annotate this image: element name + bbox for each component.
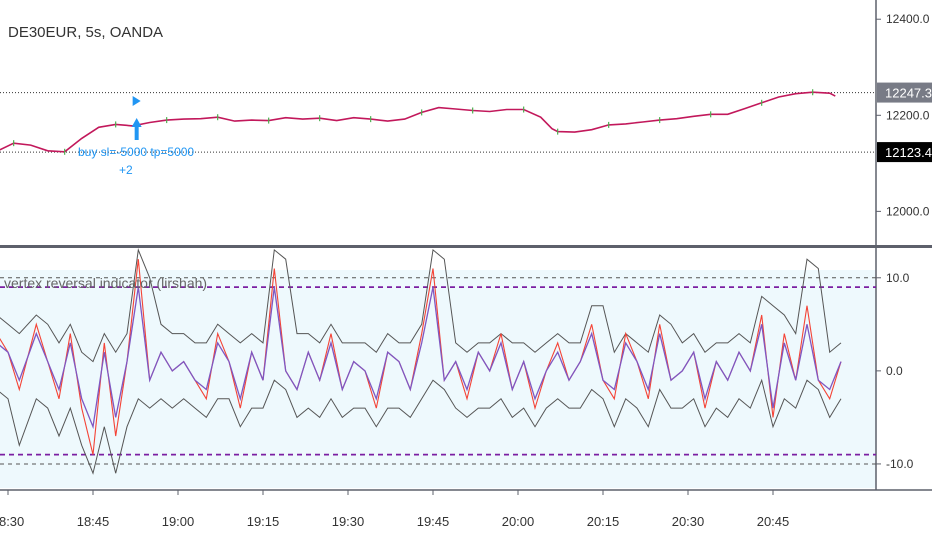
price-tick-label: 12000.0 — [886, 204, 930, 218]
time-tick-label: 20:15 — [587, 514, 620, 529]
price-level-badge — [877, 142, 932, 163]
buy-arrow-icon — [131, 118, 142, 140]
symbol-title: DE30EUR, 5s, OANDA — [8, 24, 164, 41]
time-tick-label: 20:45 — [757, 514, 790, 529]
indicator-tick-label: -10.0 — [886, 457, 914, 471]
panel-separator[interactable] — [0, 245, 932, 248]
entry-flag-icon — [132, 96, 141, 106]
indicator-signal-line — [0, 259, 842, 455]
indicator-lower-envelope — [0, 378, 842, 475]
time-tick-label: 20:30 — [672, 514, 705, 529]
indicator-panel-background — [0, 270, 876, 488]
price-series-line — [0, 91, 836, 153]
trade-annotation-label: buy sl=-5000 tp=5000 — [78, 145, 195, 159]
time-tick-label: 19:30 — [332, 514, 365, 529]
indicator-upper-envelope — [0, 247, 842, 363]
time-tick-label: 19:15 — [247, 514, 280, 529]
price-level-label: 12247.3 — [885, 86, 932, 101]
price-tick-label: 12200.0 — [886, 108, 930, 122]
price-tick-label: 12400.0 — [886, 12, 930, 26]
indicator-tick-label: 10.0 — [886, 271, 910, 285]
trade-annotation-count: +2 — [119, 163, 133, 177]
indicator-main-line — [0, 286, 842, 430]
time-tick-label: 19:00 — [162, 514, 195, 529]
price-level-badge — [877, 82, 932, 103]
time-tick-label: 19:45 — [417, 514, 450, 529]
time-tick-label: 18:45 — [77, 514, 110, 529]
time-tick-label: 20:00 — [502, 514, 535, 529]
time-tick-label: 18:30 — [0, 514, 24, 529]
indicator-tick-label: 0.0 — [886, 364, 903, 378]
indicator-title: vertex reversal indicator (lirshah) — [4, 275, 208, 291]
price-level-label: 12123.4 — [885, 145, 932, 160]
